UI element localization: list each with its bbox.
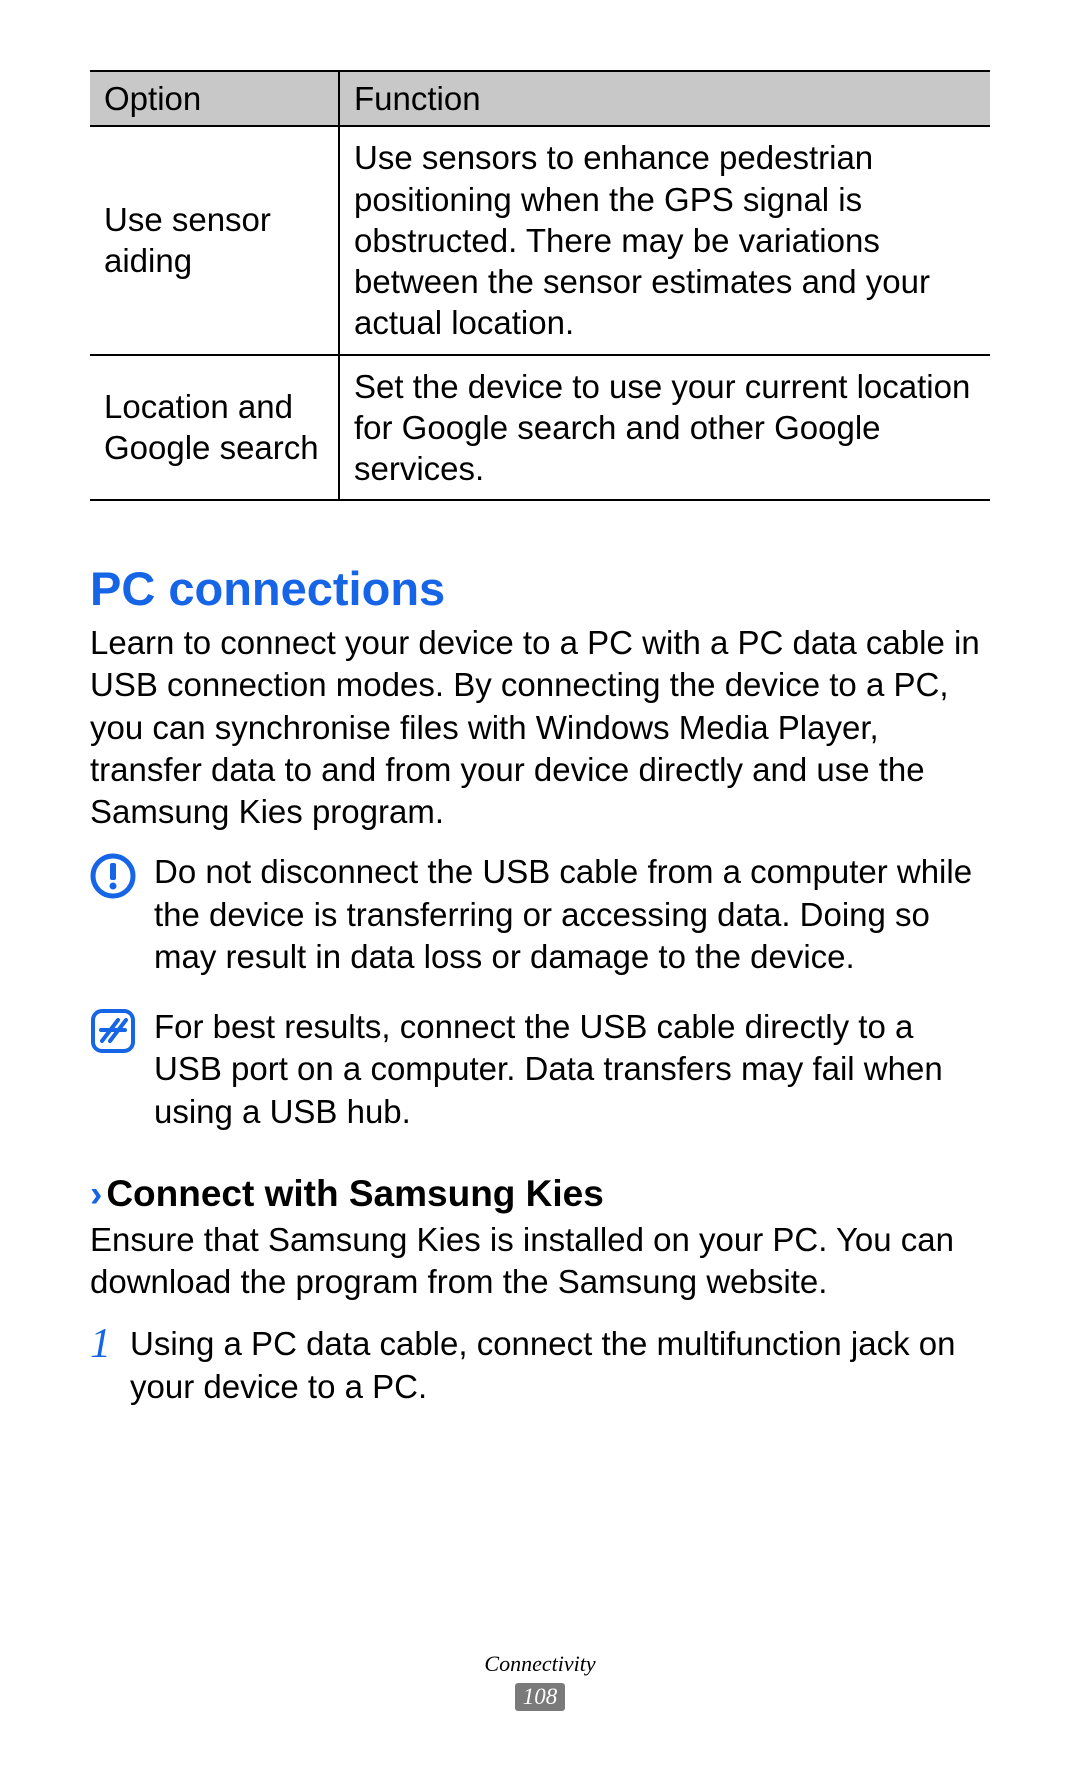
options-table: Option Function Use sensor aiding Use se… [90, 70, 990, 501]
section-intro: Learn to connect your device to a PC wit… [90, 622, 990, 833]
table-header-row: Option Function [90, 71, 990, 126]
cell-function: Use sensors to enhance pedestrian positi… [339, 126, 990, 354]
table-row: Location and Google search Set the devic… [90, 355, 990, 501]
section-title: PC connections [90, 561, 990, 616]
footer-section-label: Connectivity [0, 1651, 1080, 1677]
header-function: Function [339, 71, 990, 126]
header-option: Option [90, 71, 339, 126]
cell-function: Set the device to use your current locat… [339, 355, 990, 501]
subsection-heading: ›Connect with Samsung Kies [90, 1173, 990, 1215]
warning-text: Do not disconnect the USB cable from a c… [154, 851, 990, 978]
manual-page: Option Function Use sensor aiding Use se… [0, 0, 1080, 1771]
tip-icon [90, 1008, 136, 1059]
cell-option: Use sensor aiding [90, 126, 339, 354]
tip-text: For best results, connect the USB cable … [154, 1006, 990, 1133]
step-item: 1 Using a PC data cable, connect the mul… [90, 1323, 990, 1407]
warning-icon [90, 853, 136, 904]
warning-note: Do not disconnect the USB cable from a c… [90, 851, 990, 978]
cell-option: Location and Google search [90, 355, 339, 501]
subsection-intro: Ensure that Samsung Kies is installed on… [90, 1219, 990, 1303]
footer-page-number: 108 [515, 1683, 566, 1711]
table-row: Use sensor aiding Use sensors to enhance… [90, 126, 990, 354]
subsection-title: Connect with Samsung Kies [106, 1173, 604, 1214]
step-number: 1 [90, 1323, 116, 1365]
page-footer: Connectivity 108 [0, 1651, 1080, 1711]
chevron-icon: › [90, 1173, 102, 1214]
tip-note: For best results, connect the USB cable … [90, 1006, 990, 1133]
step-text: Using a PC data cable, connect the multi… [130, 1323, 990, 1407]
